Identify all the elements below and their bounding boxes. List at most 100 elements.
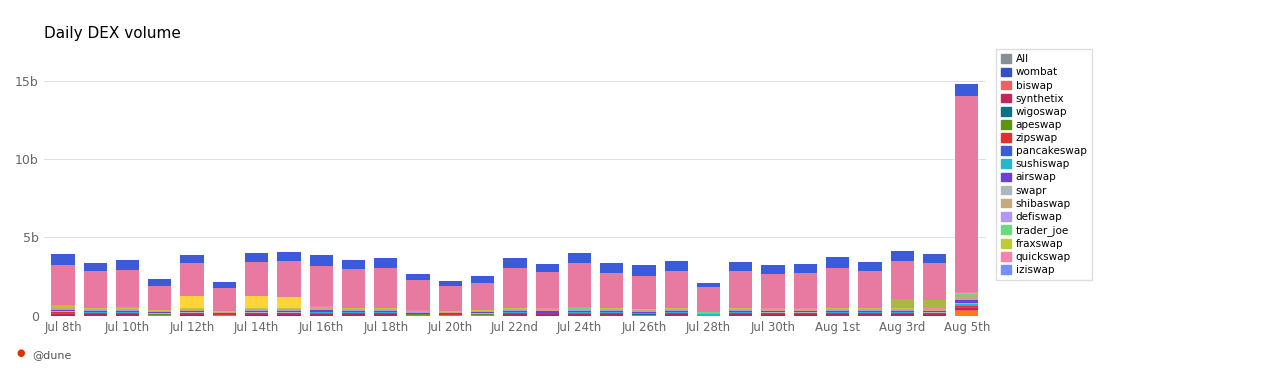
Bar — [891, 262, 914, 299]
Bar — [310, 310, 333, 311]
Bar — [310, 255, 333, 266]
Bar — [278, 311, 301, 312]
Bar — [310, 266, 333, 306]
Bar — [826, 267, 850, 308]
Bar — [632, 313, 655, 314]
Bar — [794, 273, 817, 308]
Bar — [148, 286, 172, 310]
Bar — [180, 263, 204, 296]
Bar — [310, 312, 333, 313]
Bar — [503, 311, 526, 312]
Bar — [180, 311, 204, 312]
Bar — [439, 280, 462, 286]
Bar — [212, 288, 236, 311]
Bar — [212, 313, 236, 314]
Text: @dune: @dune — [32, 350, 72, 360]
Bar — [955, 295, 978, 299]
Bar — [278, 252, 301, 261]
Bar — [730, 262, 753, 272]
Bar — [180, 296, 204, 308]
Bar — [180, 314, 204, 315]
Bar — [374, 258, 397, 268]
Bar — [83, 309, 106, 310]
Bar — [696, 283, 721, 287]
Bar — [83, 311, 106, 312]
Bar — [278, 314, 301, 315]
Bar — [955, 300, 978, 303]
Bar — [342, 310, 365, 311]
Bar — [503, 308, 526, 309]
Bar — [600, 273, 623, 308]
Bar — [535, 310, 559, 311]
Bar — [891, 312, 914, 313]
Bar — [310, 308, 333, 310]
Bar — [923, 309, 946, 311]
Bar — [891, 251, 914, 262]
Bar — [955, 96, 978, 292]
Bar — [244, 308, 269, 309]
Bar — [600, 309, 623, 310]
Bar — [826, 257, 850, 267]
Bar — [730, 312, 753, 313]
Bar — [116, 308, 140, 309]
Bar — [374, 311, 397, 312]
Bar — [342, 269, 365, 308]
Bar — [794, 309, 817, 311]
Bar — [83, 272, 106, 308]
Bar — [859, 309, 882, 311]
Bar — [148, 312, 172, 313]
Bar — [342, 309, 365, 310]
Text: ●: ● — [17, 348, 26, 358]
Bar — [374, 308, 397, 309]
Bar — [116, 314, 140, 315]
Text: Daily DEX volume: Daily DEX volume — [44, 26, 180, 41]
Bar — [51, 265, 74, 305]
Bar — [471, 311, 494, 312]
Bar — [148, 279, 172, 286]
Bar — [278, 308, 301, 309]
Bar — [891, 299, 914, 308]
Bar — [600, 314, 623, 315]
Bar — [664, 314, 687, 315]
Bar — [826, 311, 850, 312]
Bar — [439, 312, 462, 313]
Bar — [826, 310, 850, 311]
Bar — [730, 308, 753, 309]
Bar — [471, 276, 494, 283]
Bar — [794, 311, 817, 312]
Bar — [794, 308, 817, 309]
Bar — [51, 309, 74, 310]
Bar — [955, 307, 978, 308]
Bar — [955, 303, 978, 304]
Bar — [568, 309, 591, 310]
Bar — [696, 287, 721, 312]
Bar — [955, 310, 978, 311]
Bar — [826, 308, 850, 309]
Bar — [730, 314, 753, 315]
Bar — [374, 310, 397, 311]
Bar — [310, 307, 333, 308]
Bar — [83, 314, 106, 315]
Bar — [923, 254, 946, 263]
Bar — [116, 311, 140, 312]
Bar — [632, 309, 655, 310]
Bar — [51, 307, 74, 309]
Bar — [503, 310, 526, 311]
Bar — [180, 255, 204, 263]
Bar — [664, 309, 687, 310]
Bar — [83, 310, 106, 311]
Bar — [83, 308, 106, 309]
Bar — [278, 261, 301, 297]
Bar — [664, 272, 687, 308]
Bar — [374, 312, 397, 313]
Bar — [244, 253, 269, 262]
Bar — [407, 312, 430, 313]
Bar — [568, 307, 591, 308]
Bar — [278, 309, 301, 311]
Bar — [244, 262, 269, 296]
Bar — [955, 84, 978, 96]
Bar — [568, 311, 591, 312]
Bar — [535, 309, 559, 310]
Bar — [535, 264, 559, 272]
Bar — [503, 267, 526, 308]
